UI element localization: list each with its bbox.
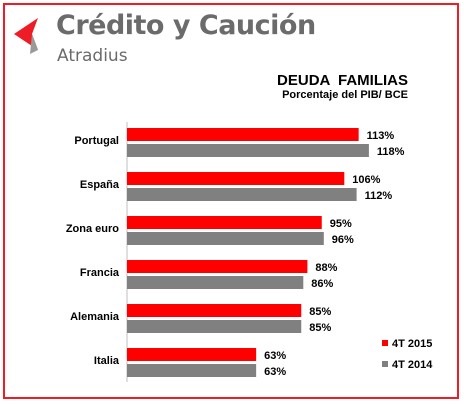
- bar-1: [127, 276, 304, 289]
- data-label: 106%: [352, 174, 380, 186]
- category-label: Zona euro: [66, 223, 119, 235]
- legend-label: 4T 2014: [392, 359, 433, 371]
- data-label: 113%: [367, 130, 395, 142]
- legend-swatch: [382, 340, 388, 346]
- brand-mark-icon: [14, 18, 38, 54]
- bar-1: [127, 144, 369, 157]
- category-label: Portugal: [74, 135, 119, 147]
- bar-1: [127, 188, 357, 201]
- category-label: Italia: [94, 355, 120, 367]
- data-label: 112%: [365, 190, 393, 202]
- legend-swatch: [382, 361, 388, 367]
- data-label: 86%: [311, 278, 333, 290]
- legend-label: 4T 2015: [392, 338, 432, 350]
- logo: Crédito y Caución Atradius: [12, 8, 316, 70]
- chart-title: DEUDA FAMILIAS: [277, 72, 408, 89]
- data-label: 63%: [264, 350, 286, 362]
- category-label: Alemania: [70, 311, 120, 323]
- bar-1: [127, 320, 302, 333]
- bar-0: [127, 260, 308, 273]
- bar-0: [127, 128, 359, 141]
- bar-0: [127, 348, 257, 361]
- data-label: 96%: [332, 234, 354, 246]
- bar-1: [127, 232, 324, 245]
- data-label: 95%: [330, 218, 352, 230]
- brand-name: Crédito y Caución: [56, 10, 316, 41]
- data-label: 85%: [309, 322, 331, 334]
- data-label: 63%: [264, 366, 286, 378]
- brand-subtitle: Atradius: [57, 46, 128, 66]
- bar-0: [127, 172, 345, 185]
- data-label: 118%: [377, 146, 405, 158]
- chart-subtitle: Porcentaje del PIB/ BCE: [282, 89, 408, 101]
- category-label: Francia: [80, 267, 120, 279]
- bar-1: [127, 364, 257, 377]
- bar-0: [127, 216, 322, 229]
- data-label: 85%: [309, 306, 331, 318]
- bar-0: [127, 304, 302, 317]
- data-label: 88%: [315, 262, 337, 274]
- category-label: España: [80, 179, 120, 191]
